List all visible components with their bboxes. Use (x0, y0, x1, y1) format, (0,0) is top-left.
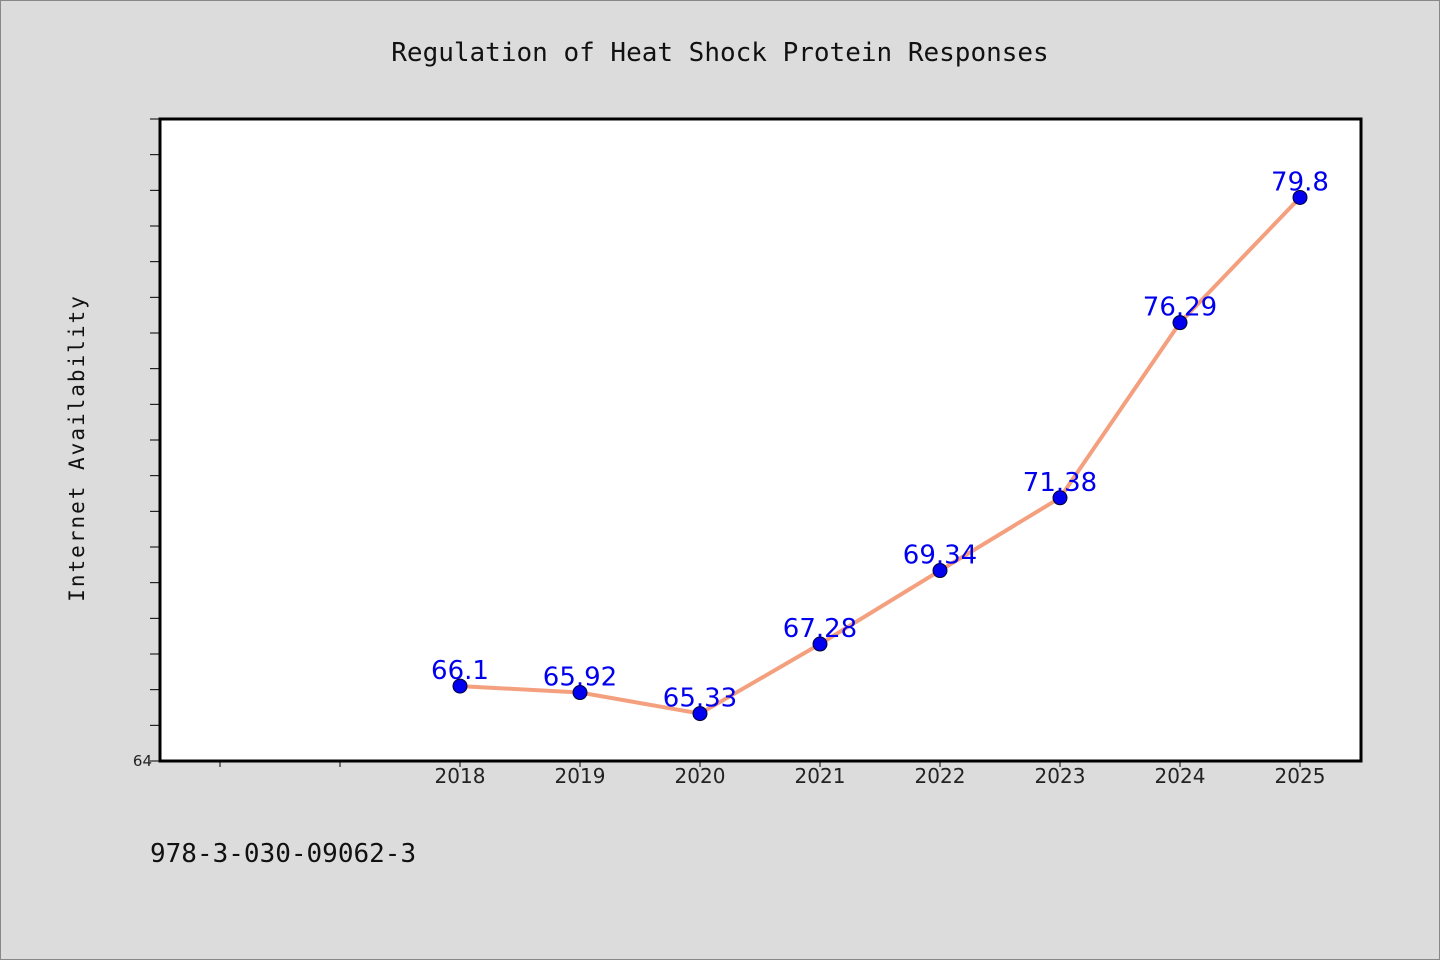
x-tick-label: 2021 (795, 764, 846, 788)
data-label: 66.1 (431, 656, 489, 686)
isbn-text: 978-3-030-09062-3 (150, 839, 416, 869)
data-point (1172, 315, 1188, 331)
data-label: 71.38 (1023, 468, 1097, 498)
y-axis-label: Internet Availability (65, 294, 89, 602)
data-label: 69.34 (903, 541, 977, 571)
x-axis-ticks: 2018 2019 2020 2021 2022 2023 2024 2025 (219, 761, 1326, 788)
data-markers (452, 189, 1308, 722)
data-point (1292, 189, 1308, 205)
series-line (459, 196, 1302, 716)
data-label: 79.8 (1271, 167, 1329, 197)
data-label: 76.29 (1143, 293, 1217, 323)
y-tick-label: 64 (133, 752, 152, 770)
y-axis-ticks: 64 (133, 118, 160, 770)
data-point (932, 563, 948, 579)
x-tick-label: 2025 (1275, 764, 1326, 788)
data-point (1052, 490, 1068, 506)
x-tick-label: 2024 (1155, 764, 1206, 788)
data-point (692, 706, 708, 722)
x-tick-label: 2023 (1035, 764, 1086, 788)
data-labels: 66.1 65.92 65.33 67.28 69.34 71.38 76.29 79.8 (431, 167, 1329, 713)
data-label: 65.33 (663, 684, 737, 714)
chart-title: Regulation of Heat Shock Protein Respons… (391, 38, 1048, 68)
x-tick-label: 2018 (435, 764, 486, 788)
data-point (572, 685, 588, 701)
x-tick-label: 2022 (915, 764, 966, 788)
x-tick-label: 2019 (555, 764, 606, 788)
data-label: 67.28 (783, 614, 857, 644)
x-tick-label: 2020 (675, 764, 726, 788)
plot-area (158, 117, 1363, 763)
data-label: 65.92 (543, 663, 617, 693)
data-point (452, 678, 468, 694)
data-point (812, 636, 828, 652)
